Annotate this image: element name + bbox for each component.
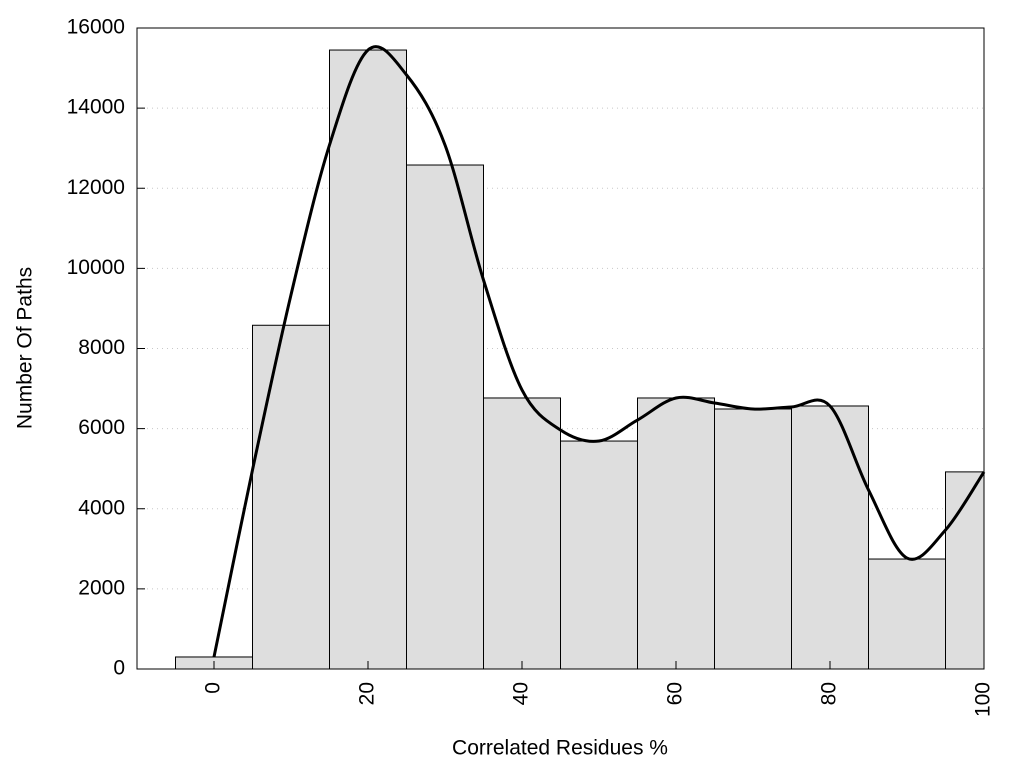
- x-tick-label: 0: [202, 682, 225, 694]
- y-tick-label: 12000: [67, 176, 125, 199]
- x-tick-label: 40: [510, 682, 533, 705]
- bar: [868, 558, 946, 670]
- bar: [791, 405, 869, 670]
- curve: [212, 45, 986, 658]
- x-tick-label: 20: [356, 682, 379, 705]
- y-tick-label: 10000: [67, 256, 125, 279]
- y-tick-label: 8000: [78, 336, 125, 359]
- bar: [406, 164, 484, 670]
- bar: [252, 324, 330, 670]
- x-tick-label: 100: [972, 682, 995, 717]
- y-tick-label: 0: [113, 657, 125, 680]
- y-tick-label: 16000: [67, 16, 125, 39]
- bar: [560, 440, 638, 670]
- y-axis-label: Number Of Paths: [14, 267, 37, 429]
- plot-frame: [136, 27, 985, 670]
- x-tick-label: 80: [818, 682, 841, 705]
- y-tick-label: 14000: [67, 96, 125, 119]
- bar: [483, 397, 561, 670]
- y-tick-label: 2000: [78, 576, 125, 599]
- x-axis-label: Correlated Residues %: [452, 737, 668, 760]
- y-tick-label: 4000: [78, 496, 125, 519]
- bar: [637, 397, 715, 670]
- bar: [714, 408, 792, 670]
- bar: [329, 49, 407, 670]
- x-tick-label: 60: [664, 682, 687, 705]
- y-tick-label: 6000: [78, 416, 125, 439]
